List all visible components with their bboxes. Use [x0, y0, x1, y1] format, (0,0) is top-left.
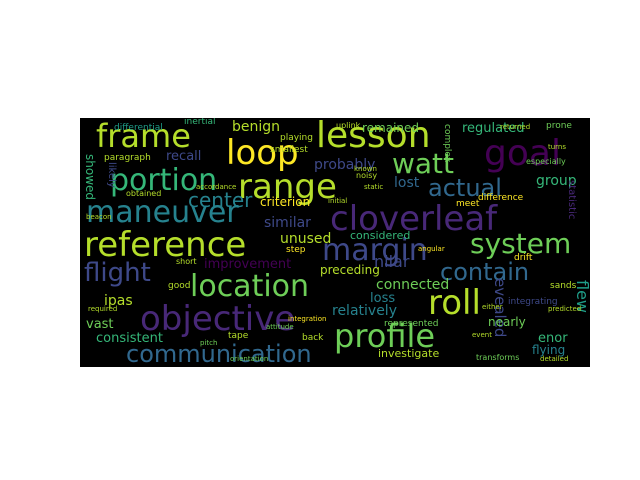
- word-connected: connected: [376, 277, 450, 293]
- word-profile: profile: [334, 317, 436, 355]
- word-flew: flew: [573, 280, 590, 314]
- word-loop: loop: [226, 133, 299, 173]
- word-nilar: nilar: [374, 252, 410, 271]
- word-showed: showed: [83, 154, 97, 201]
- word-difference: difference: [478, 193, 524, 203]
- word-transforms: transforms: [476, 353, 520, 362]
- word-playing: playing: [280, 133, 313, 143]
- word-known: known: [354, 165, 377, 173]
- word-lesson: lesson: [316, 118, 431, 156]
- word-drift: drift: [514, 253, 533, 263]
- word-frame: frame: [96, 118, 191, 155]
- word-range: range: [238, 167, 337, 207]
- word-recall: recall: [166, 149, 202, 164]
- word-angular: angular: [418, 245, 445, 253]
- word-watt: watt: [392, 147, 455, 180]
- word-flight: flight: [84, 258, 151, 288]
- word-detailed: detailed: [540, 355, 569, 363]
- word-pitch: pitch: [200, 339, 218, 347]
- word-cloud: frame loop lesson goal watt portion rang…: [80, 118, 590, 367]
- word-especially: especially: [526, 157, 566, 166]
- word-attitude: attitude: [266, 323, 294, 331]
- word-predicted: predicted: [548, 305, 582, 313]
- word-portion: portion: [110, 163, 218, 198]
- word-consistent: consistent: [96, 331, 163, 346]
- word-either: either: [482, 303, 503, 311]
- word-beacon: beacon: [86, 213, 112, 221]
- word-obtained: obtained: [126, 189, 162, 198]
- word-prone: prone: [546, 121, 572, 131]
- word-cloverleaf: cloverleaf: [330, 199, 498, 239]
- word-smallest: smallest: [270, 145, 308, 155]
- word-represented: represented: [384, 319, 439, 329]
- word-group: group: [536, 173, 577, 189]
- word-evealed: evealed: [491, 278, 509, 338]
- word-differential: differential: [114, 123, 163, 133]
- word-benign: benign: [232, 119, 281, 135]
- word-investigate: investigate: [378, 347, 440, 360]
- word-nearly: nearly: [488, 315, 526, 329]
- word-center: center: [188, 188, 253, 212]
- word-considered: considered: [350, 229, 411, 242]
- word-statistic: statistic: [566, 180, 577, 220]
- word-back: back: [302, 333, 324, 343]
- word-likely: likely: [106, 162, 117, 188]
- word-paragraph: paragraph: [104, 153, 151, 163]
- word-criterion: criterion: [260, 195, 311, 209]
- word-ipas: ipas: [104, 293, 133, 309]
- word-inertial: inertial: [184, 118, 216, 127]
- word-vast: vast: [86, 317, 114, 332]
- word-similar: similar: [264, 215, 311, 231]
- word-static: static: [364, 183, 384, 191]
- word-loss: loss: [370, 291, 396, 306]
- word-communication: communication: [126, 340, 312, 367]
- word-reference: reference: [84, 225, 247, 265]
- word-tape: tape: [228, 331, 249, 341]
- word-turns: turns: [548, 143, 567, 151]
- word-preceding: preceding: [320, 263, 380, 277]
- word-meet: meet: [456, 199, 480, 209]
- word-location: location: [190, 269, 310, 304]
- word-event: event: [472, 331, 492, 339]
- word-initial: initial: [328, 197, 348, 205]
- word-margin: margin: [322, 233, 428, 268]
- word-relatively: relatively: [332, 303, 397, 319]
- word-probably: probably: [314, 157, 376, 173]
- word-sands: sands: [550, 281, 577, 291]
- word-unused: unused: [280, 231, 332, 247]
- word-goal: goal: [484, 133, 561, 174]
- word-contain: contain: [440, 258, 530, 286]
- word-complex: complex: [442, 124, 452, 163]
- word-objective: objective: [140, 299, 296, 339]
- word-noisy: noisy: [356, 171, 378, 180]
- word-integrating: integrating: [508, 297, 558, 307]
- word-flying: flying: [532, 343, 566, 357]
- word-short: short: [176, 257, 197, 266]
- word-good: good: [168, 281, 191, 291]
- word-enor: enor: [538, 331, 568, 346]
- word-required: required: [88, 305, 118, 313]
- word-uplink: uplink: [336, 121, 361, 130]
- word-lost: lost: [394, 175, 420, 191]
- word-orientation: orientation: [230, 355, 269, 363]
- word-actual: actual: [428, 174, 502, 202]
- word-roll: roll: [428, 283, 481, 323]
- word-improvement: improvement: [204, 257, 292, 272]
- word-system: system: [470, 227, 572, 260]
- word-integration: integration: [288, 315, 327, 323]
- word-regulated: regulated: [462, 121, 525, 136]
- word-accordance: accordance: [196, 183, 237, 191]
- word-step: step: [286, 245, 306, 255]
- word-remained: remained: [362, 121, 420, 135]
- word-maneuver: maneuver: [86, 195, 239, 230]
- word-returned: returned: [500, 123, 531, 131]
